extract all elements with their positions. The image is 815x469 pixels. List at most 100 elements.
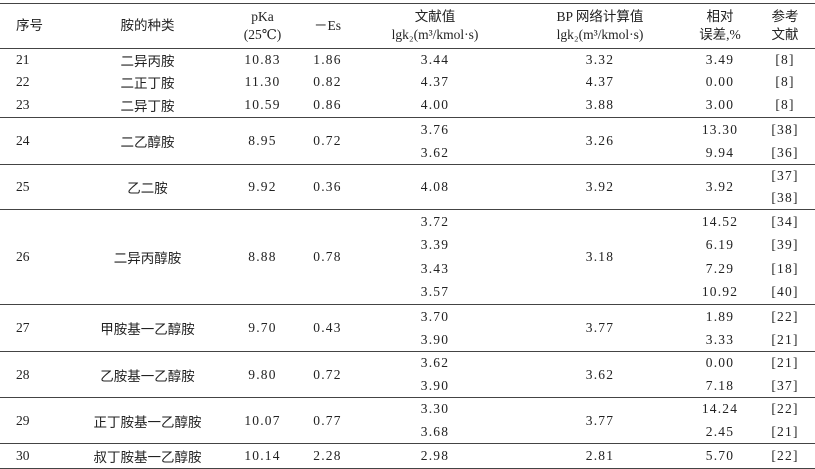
table-cell: 26 [0,209,70,305]
cell-stack: [8] [755,71,815,93]
cell-text: 3.39 [420,237,450,253]
table-cell: 二异丙醇胺 [70,209,225,305]
cell-text: 9.70 [248,320,277,335]
table-cell: 3.77 [515,304,685,352]
table-cell: [22] [755,443,815,469]
header-text: 文献 [771,27,799,42]
table-cell: 10.14 [225,443,300,469]
table-cell: 14.24 2.45 [685,397,755,444]
cell-stack: 3.00 [685,93,755,117]
table-cell: 叔丁胺基一乙醇胺 [70,443,225,469]
cell-stack: [8] [755,49,815,71]
cell-text: 5.70 [705,448,735,463]
cell-text: 3.76 [420,121,450,137]
cell-text: 二乙醇胺 [120,135,175,150]
table-cell: 8.88 [225,209,300,305]
table-cell: 乙二胺 [70,164,225,210]
cell-text: 二异丙胺 [120,54,175,69]
table-cell: 4.37 [355,71,515,93]
table-cell: 3.49 [685,49,755,72]
cell-text: 3.62 [420,355,450,371]
cell-stack: 0.00 7.18 [685,352,755,397]
table-cell: 0.36 [300,164,355,210]
cell-text: 10.14 [244,448,281,463]
cell-text: [22] [771,448,799,463]
table-cell: 二异丙胺 [70,49,225,72]
table-cell: 3.62 [515,351,685,398]
cell-stack: 2.98 [355,444,515,468]
cell-text: 6.19 [705,237,735,253]
table-cell: 10.83 [225,49,300,72]
table-row: 27 甲胺基一乙醇胺 9.70 0.43 3.70 3.90 3.77 1.89 3.33 [22… [0,304,815,352]
cell-stack: 3.44 [355,49,515,71]
table-cell: 27 [0,304,70,352]
cell-text: 0.78 [313,249,342,264]
cell-text: 0.82 [313,74,342,89]
cell-text: 11.30 [244,74,281,89]
cell-stack: [22] [755,444,815,468]
table-cell: 11.30 [225,71,300,93]
cell-text: 3.43 [420,260,450,276]
table-cell: 22 [0,71,70,93]
cell-text: 2.45 [705,423,735,439]
cell-text: 7.29 [705,260,735,276]
table-cell: [21] [37] [755,351,815,398]
table-cell: [22] [21] [755,397,815,444]
table-cell: 10.07 [225,397,300,444]
cell-text: 4.37 [420,74,450,89]
cell-text: 27 [16,320,30,335]
header-text: (25℃) [243,27,282,42]
cell-text: [36] [771,144,799,160]
header-text: lgk₂(m³/kmol·s) [391,27,479,42]
cell-text: 3.72 [420,213,450,229]
cell-text: 4.00 [420,97,450,112]
table-row: 23 二异丁胺 10.59 0.86 4.00 3.88 3.00 [8] [0,93,815,118]
cell-text: 2.81 [585,448,615,463]
cell-text: [22] [771,308,799,324]
cell-stack: 3.70 3.90 [355,305,515,351]
cell-text: 4.08 [420,179,450,194]
table-cell: 3.72 3.39 3.43 3.57 [355,209,515,305]
table-cell: 10.59 [225,93,300,118]
cell-text: 乙胺基一乙醇胺 [100,368,195,384]
header-text: pKa [251,9,274,24]
table-cell: 1.89 3.33 [685,304,755,352]
header-text: 参考 [771,9,799,24]
table-cell: 4.37 [515,71,685,93]
table-cell: [8] [755,71,815,93]
table-cell: 3.70 3.90 [355,304,515,352]
table-cell: [8] [755,93,815,118]
cell-stack: [34] [39] [18] [40] [755,210,815,304]
cell-stack: 3.49 [685,49,755,71]
cell-text: 正丁胺基一乙醇胺 [93,414,202,430]
cell-stack: [8] [755,93,815,117]
table-cell: 21 [0,49,70,72]
cell-text: 叔丁胺基一乙醇胺 [93,450,202,465]
cell-text: [8] [775,97,795,112]
cell-text: 21 [16,52,30,67]
cell-stack: [22] [21] [755,305,815,351]
cell-text: 10.83 [244,52,281,67]
cell-text: [22] [771,401,799,417]
table-cell: 3.62 3.90 [355,351,515,398]
table-cell: 14.52 6.19 7.29 10.92 [685,209,755,305]
table-row: 28 乙胺基一乙醇胺 9.80 0.72 3.62 3.90 3.62 0.00 7.18 [21… [0,351,815,398]
table-cell: 正丁胺基一乙醇胺 [70,397,225,444]
table-cell: 24 [0,117,70,165]
table-cell: 30 [0,443,70,469]
cell-text: 3.92 [585,179,615,194]
cell-text: 1.89 [705,308,735,324]
table-cell: 3.32 [515,49,685,72]
header-cell: 相对 误差,% [685,3,755,49]
table-cell: 4.08 [355,164,515,210]
cell-text: 10.92 [701,284,739,300]
cell-text: [37] [771,377,799,393]
header-cell: 序号 [0,3,70,49]
table-cell: 2.28 [300,443,355,469]
table-cell: 8.95 [225,117,300,165]
cell-text: 30 [16,448,30,463]
cell-text: 22 [16,74,30,89]
cell-stack: 3.72 3.39 3.43 3.57 [355,210,515,304]
cell-text: [21] [771,331,799,347]
cell-stack: 3.92 [685,165,755,209]
